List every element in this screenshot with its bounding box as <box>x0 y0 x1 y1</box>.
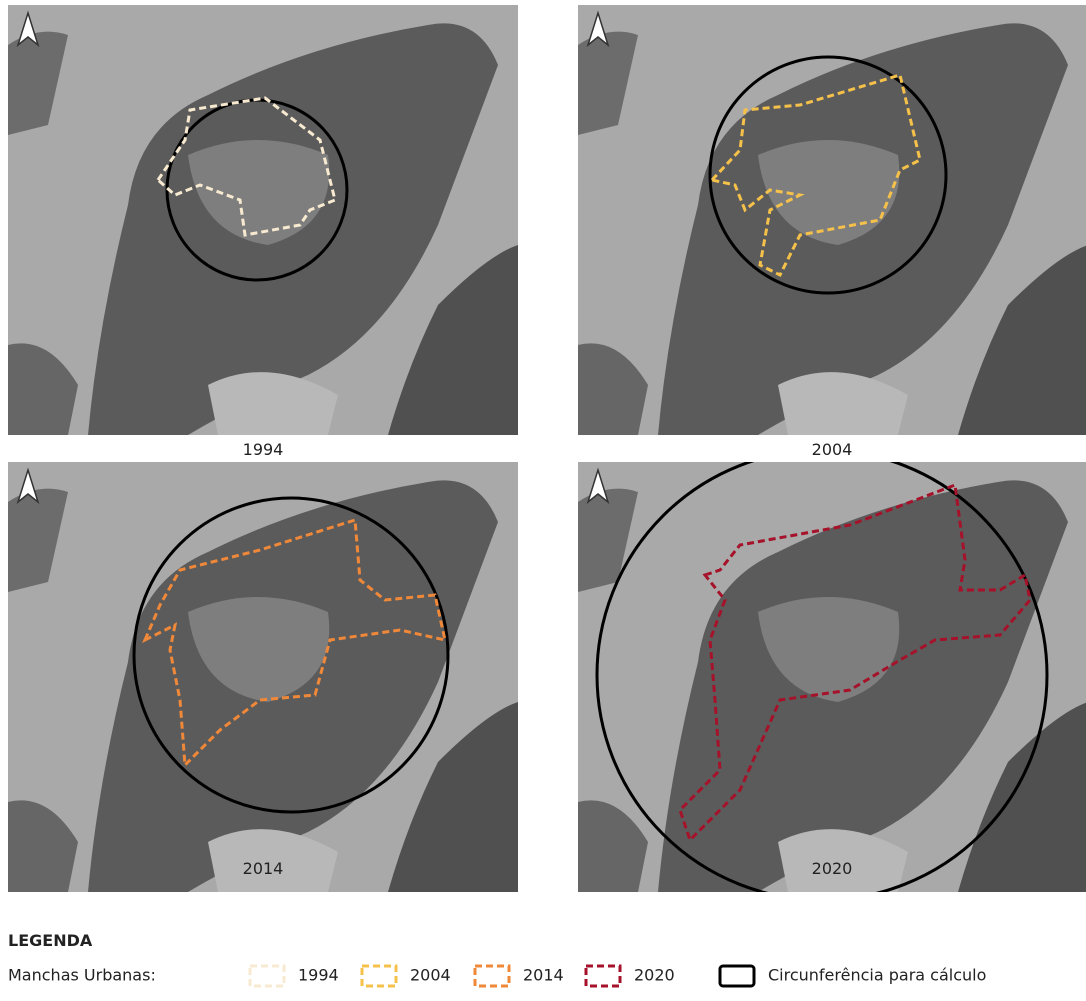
legend-swatch <box>362 966 396 986</box>
panel-label: 1994 <box>243 440 284 459</box>
legend-circle-swatch <box>720 966 754 986</box>
figure: 1994 2004 2014 2020 LEGENDA Manchas Urba… <box>0 0 1086 997</box>
legend-item-label: 2014 <box>523 966 564 985</box>
legend-label: Manchas Urbanas: <box>8 966 156 985</box>
legend-swatch <box>250 966 284 986</box>
legend-swatch <box>475 966 509 986</box>
map-panel <box>8 462 518 892</box>
legend-item-label: 1994 <box>298 966 339 985</box>
panel-label: 2014 <box>243 859 284 878</box>
legend-item-label: 2020 <box>634 966 675 985</box>
legend-title: LEGENDA <box>8 931 93 950</box>
legend-item-label: 2004 <box>410 966 451 985</box>
panel-label: 2020 <box>812 859 853 878</box>
legend-circle-label: Circunferência para cálculo <box>768 966 986 985</box>
map-panel <box>578 450 1086 900</box>
map-panel <box>8 5 518 435</box>
map-panel <box>578 5 1086 435</box>
legend-swatch <box>586 966 620 986</box>
panel-label: 2004 <box>812 440 853 459</box>
